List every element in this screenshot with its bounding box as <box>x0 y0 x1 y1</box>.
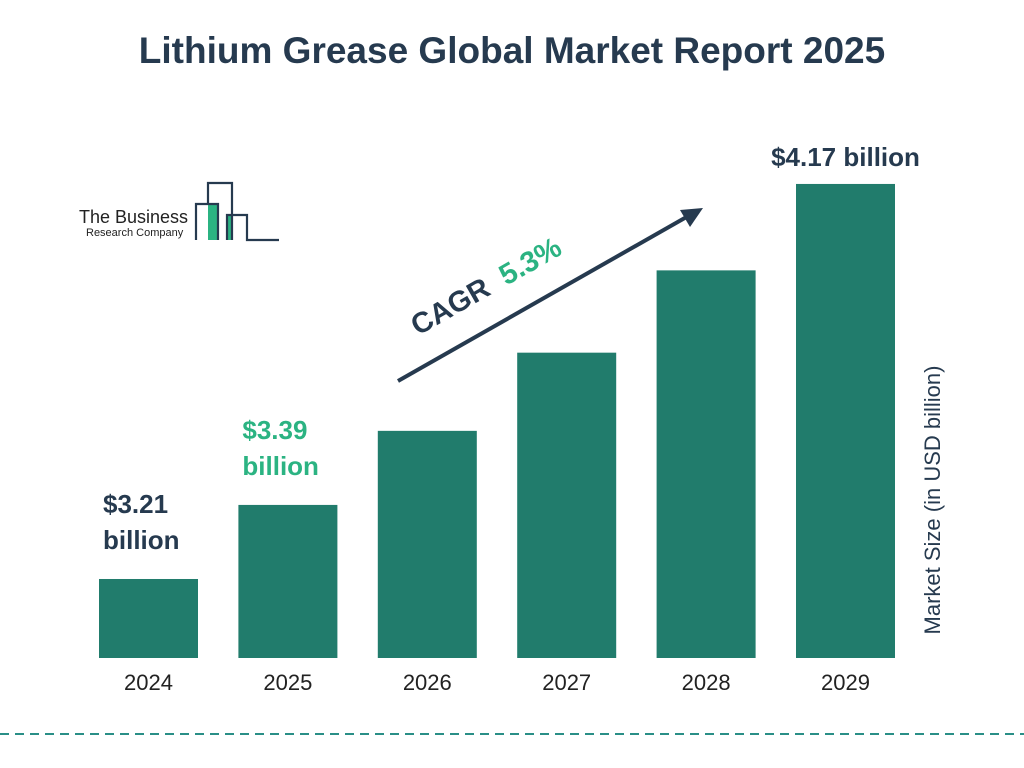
cagr-arrow-line <box>397 213 691 383</box>
logo: The Business Research Company <box>79 181 279 242</box>
logo-bar-1 <box>208 204 217 240</box>
logo-skyline-icon <box>194 181 279 242</box>
x-tick-label: 2027 <box>542 670 591 695</box>
data-label-value: $3.21 <box>103 489 168 519</box>
bar-2024 <box>99 578 198 658</box>
data-label-value: $3.39 <box>242 415 307 445</box>
bar-2028 <box>656 270 756 658</box>
svg-text:CAGR 5.3%: CAGR 5.3% <box>406 231 568 342</box>
logo-bar-2 <box>227 216 232 240</box>
data-label-value: $4.17 billion <box>771 142 920 172</box>
logo-text-line2: Research Company <box>86 227 184 239</box>
x-tick-label: 2025 <box>263 670 312 695</box>
x-tick-label: 2024 <box>124 670 173 695</box>
x-tick-label: 2028 <box>682 670 731 695</box>
cagr-value: 5.3% <box>494 231 567 292</box>
bar-2029 <box>796 183 895 658</box>
x-tick-label: 2026 <box>403 670 452 695</box>
bar-2025 <box>238 504 338 658</box>
y-axis-label: Market Size (in USD billion) <box>920 366 945 635</box>
data-label-unit: billion <box>103 525 180 555</box>
bar-2027 <box>517 352 617 658</box>
logo-text-line1: The Business <box>79 207 188 227</box>
chart-title: Lithium Grease Global Market Report 2025 <box>138 30 886 71</box>
x-tick-label: 2029 <box>821 670 870 695</box>
bar-2026 <box>377 430 477 658</box>
cagr-arrow-head-icon <box>680 208 703 227</box>
data-label-unit: billion <box>242 451 319 481</box>
